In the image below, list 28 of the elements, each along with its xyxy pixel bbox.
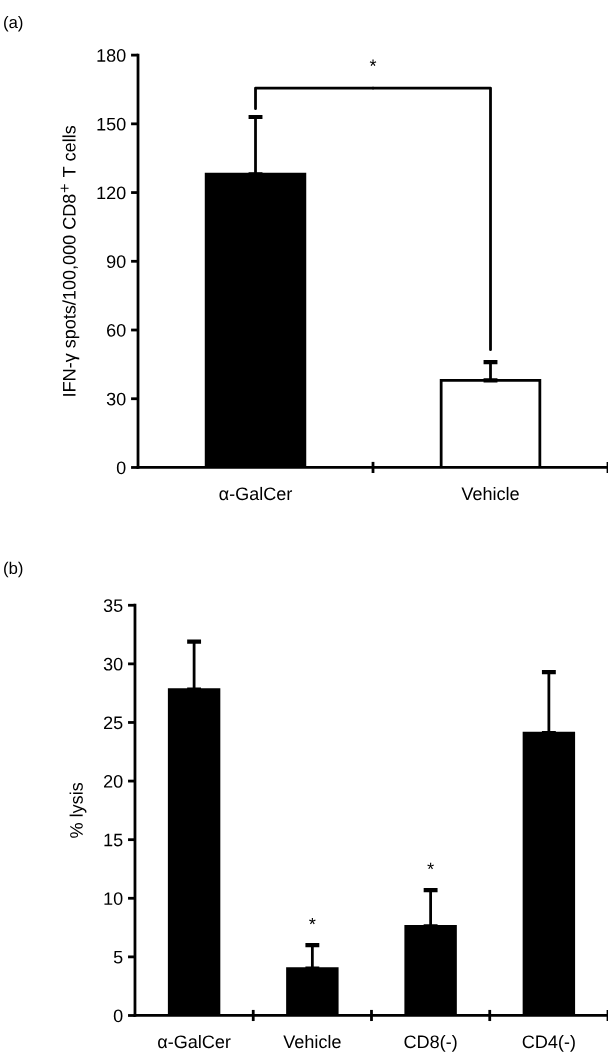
y-tick-label: 90 <box>106 255 126 269</box>
y-tick-label: 150 <box>97 117 126 131</box>
y-tick-label: 120 <box>97 186 126 200</box>
annotation: * <box>309 917 316 925</box>
y-tick-label: 0 <box>113 1009 123 1023</box>
y-tick-label: 180 <box>97 49 126 62</box>
x-tick-label: Vehicle <box>283 1034 341 1049</box>
x-tick-label: Vehicle <box>461 486 519 501</box>
x-tick-label: CD4(-) <box>522 1034 575 1052</box>
y-tick-label: 20 <box>104 775 123 788</box>
y-tick-label: 10 <box>104 892 123 905</box>
y-tick-label: 60 <box>107 323 126 337</box>
text: (b) <box>4 561 23 578</box>
y-tick-label: 30 <box>103 657 123 671</box>
y-tick-label: 5 <box>113 951 123 964</box>
x-tick-label: CD8(-) <box>404 1034 457 1052</box>
y-tick-label: 25 <box>104 716 123 730</box>
y-tick-label: 0 <box>116 461 126 475</box>
y-axis-title: % lysis <box>69 782 87 838</box>
y-axis-title: IFN-γ spots/100,000 CD8$^{+}$ T cells <box>60 125 80 396</box>
y-tick-label: 30 <box>106 392 126 406</box>
x-tick-label: α-GalCer <box>158 1034 231 1049</box>
annotation: * <box>427 862 434 870</box>
y-tick-label: 35 <box>103 599 123 612</box>
x-tick-label: α-GalCer <box>219 486 293 501</box>
text: (a) <box>4 15 23 32</box>
annotation: * <box>369 59 377 66</box>
y-tick-label: 15 <box>104 833 123 847</box>
